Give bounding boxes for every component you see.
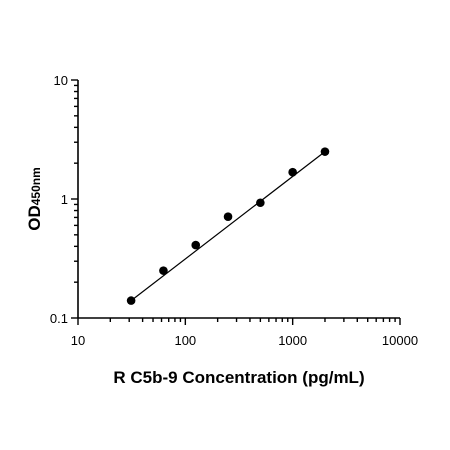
x-axis-label: R C5b-9 Concentration (pg/mL) [113,368,364,387]
y-tick-label: 1 [61,192,68,207]
x-tick-label: 10 [71,333,85,348]
data-point [320,147,330,156]
data-point [288,167,297,177]
y-axis-label-main: OD [25,205,44,231]
x-tick-label: 10000 [382,333,418,348]
data-point [223,212,233,222]
y-ticks: 0.1 1 10 [50,73,78,326]
axes [77,80,400,319]
y-tick-label: 0.1 [50,311,68,326]
y-axis-label-subscript: 450nm [29,167,43,205]
y-axis-label: OD450nm [25,167,44,231]
y-tick-label: 10 [54,73,68,88]
x-tick-label: 100 [174,333,196,348]
data-point [126,296,136,305]
x-tick-label: 1000 [278,333,307,348]
x-ticks: 10 100 1000 10000 [71,318,418,348]
data-point [191,240,201,250]
data-point [256,198,265,208]
data-points [126,147,330,305]
data-point [159,266,168,275]
